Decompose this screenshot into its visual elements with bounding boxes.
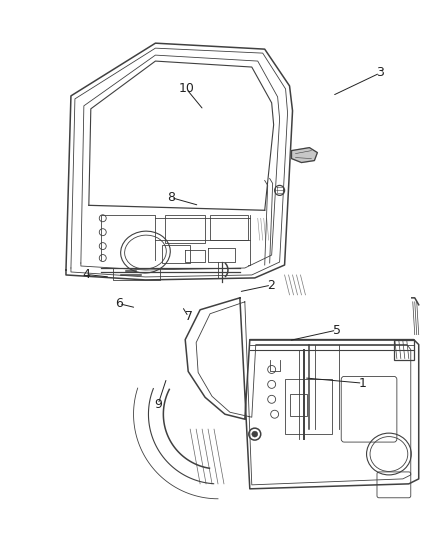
Text: 2: 2 [267, 279, 275, 292]
Text: 3: 3 [376, 67, 384, 79]
Text: 1: 1 [359, 377, 367, 390]
Bar [285, 379, 332, 434]
Bar [290, 394, 307, 416]
Circle shape [252, 431, 258, 437]
Bar [210, 215, 248, 240]
Text: 5: 5 [332, 324, 340, 337]
Text: 10: 10 [178, 83, 194, 95]
Polygon shape [292, 148, 318, 163]
Bar [162, 245, 190, 263]
Bar [165, 215, 205, 243]
Text: 6: 6 [115, 297, 123, 310]
Text: 9: 9 [154, 398, 162, 411]
Bar [394, 340, 414, 360]
Text: 7: 7 [184, 310, 193, 324]
Text: 8: 8 [167, 191, 175, 204]
Text: 4: 4 [82, 268, 90, 281]
